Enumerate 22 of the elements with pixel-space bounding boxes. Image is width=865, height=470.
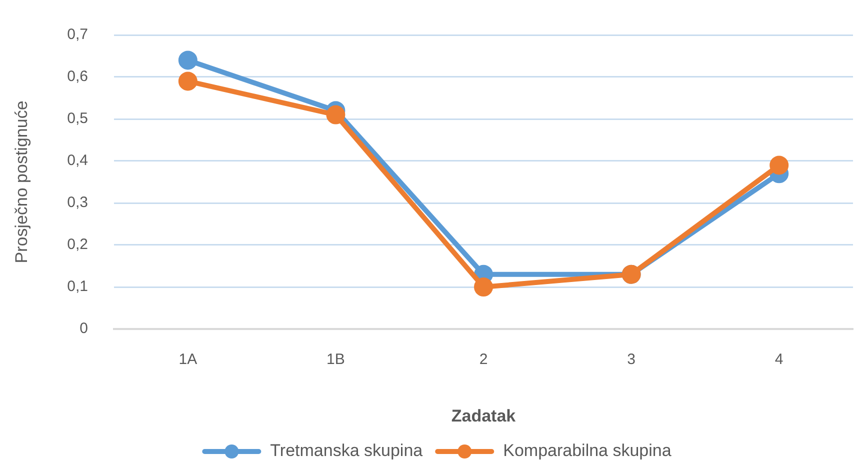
- y-tick-label: 0,2: [67, 236, 88, 254]
- x-tick-label: 2: [479, 351, 488, 368]
- legend-label: Tretmanska skupina: [270, 441, 424, 460]
- y-tick-label: 0,1: [67, 278, 88, 296]
- y-tick-label: 0,6: [67, 68, 88, 86]
- y-tick-label: 0,5: [67, 110, 88, 128]
- point: [178, 50, 198, 70]
- point: [178, 72, 198, 91]
- x-axis-title: Zadatak: [451, 406, 516, 426]
- y-tick-label: 0,7: [67, 26, 88, 44]
- point: [474, 278, 493, 296]
- x-tick-label: 3: [627, 351, 636, 368]
- x-tick-label: 4: [774, 351, 784, 368]
- point: [770, 156, 789, 175]
- y-tick-label: 0: [80, 320, 88, 338]
- y-tick-label: 0,3: [67, 194, 88, 212]
- x-tick-label: 1B: [326, 351, 345, 368]
- y-tick-label: 0,4: [67, 152, 88, 170]
- point: [326, 105, 346, 124]
- y-axis-title: Prosječno postignuće: [12, 100, 31, 264]
- legend-label: Komparabilna skupina: [503, 441, 672, 460]
- x-tick-label: 1A: [178, 351, 198, 368]
